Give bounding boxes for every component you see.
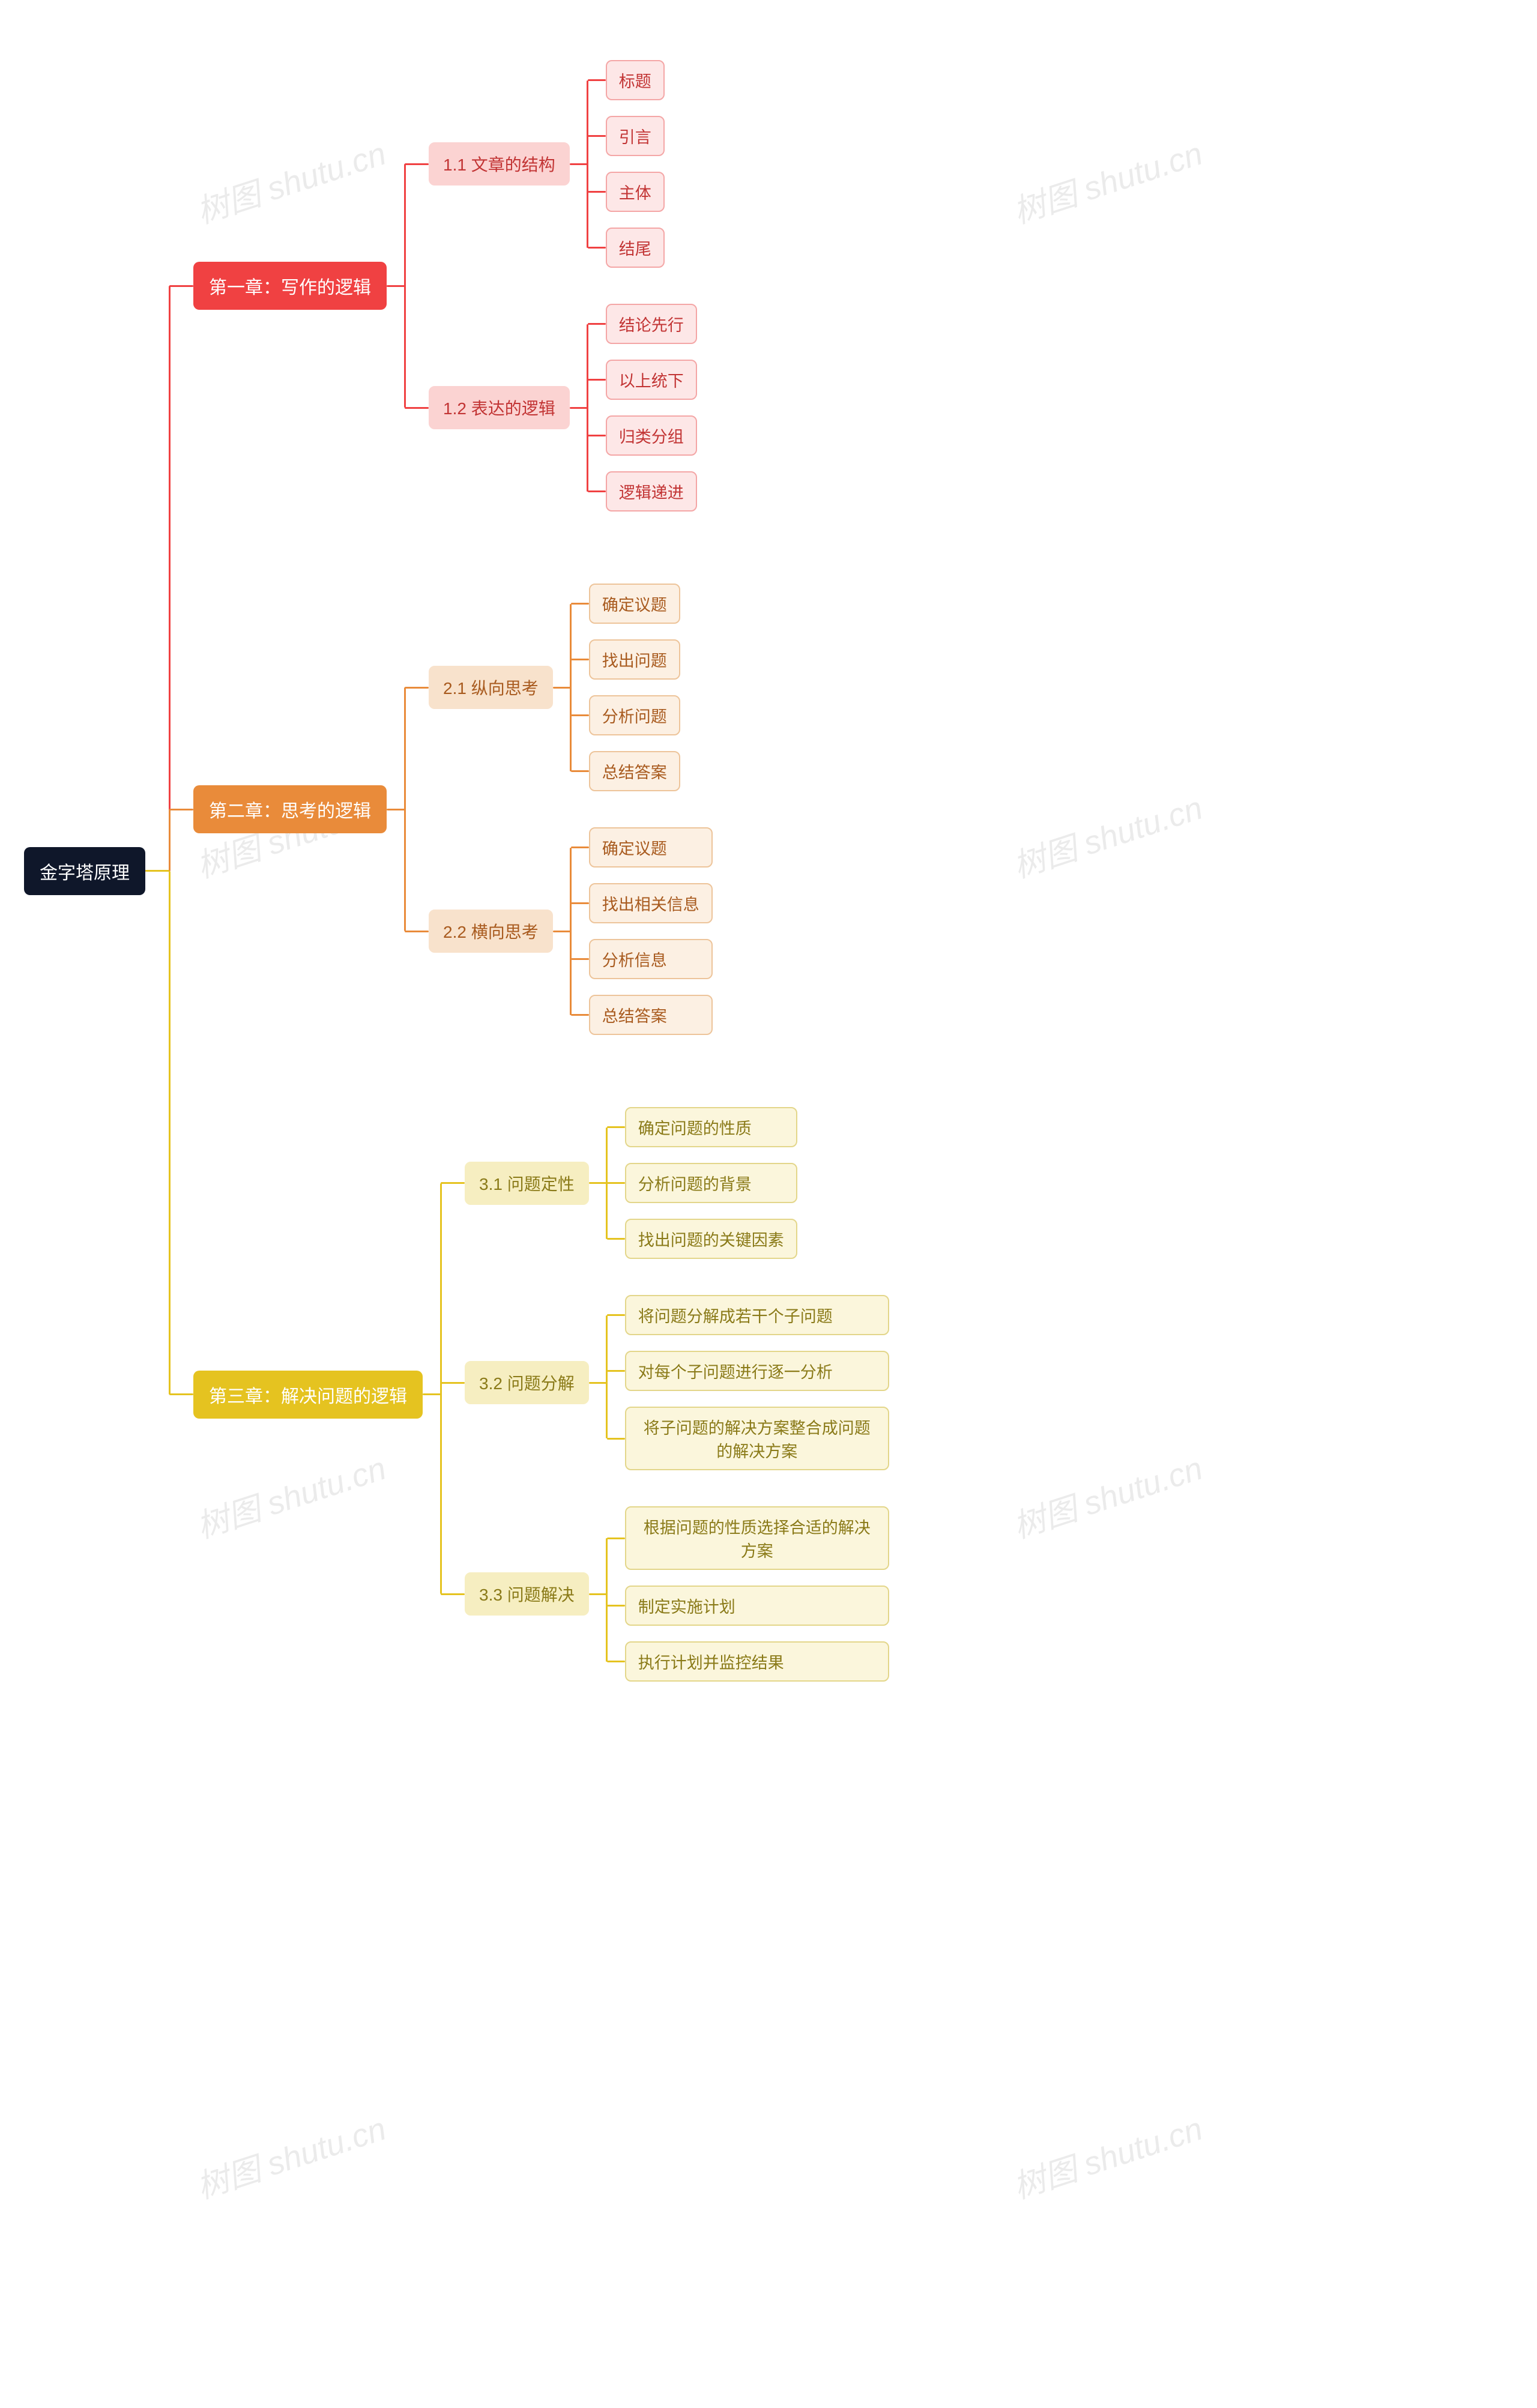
section-node[interactable]: 1.1 文章的结构 <box>429 142 570 186</box>
leaf-node[interactable]: 分析问题的背景 <box>625 1163 797 1203</box>
root-node[interactable]: 金字塔原理 <box>24 847 145 895</box>
connector <box>145 870 169 872</box>
section-node[interactable]: 2.2 横向思考 <box>429 910 553 953</box>
watermark: 树图 shutu.cn <box>190 2102 391 2207</box>
leaf-node[interactable]: 制定实施计划 <box>625 1586 889 1626</box>
section-node[interactable]: 3.3 问题解决 <box>465 1572 589 1616</box>
connector <box>169 809 171 871</box>
leaf-node[interactable]: 结论先行 <box>606 304 697 344</box>
leaf-node[interactable]: 找出问题的关键因素 <box>625 1219 797 1259</box>
section-node[interactable]: 1.2 表达的逻辑 <box>429 386 570 429</box>
chapter-node[interactable]: 第二章：思考的逻辑 <box>193 785 387 833</box>
leaf-node[interactable]: 标题 <box>606 60 665 100</box>
leaf-node[interactable]: 将子问题的解决方案整合成问题的解决方案 <box>625 1407 889 1470</box>
leaf-node[interactable]: 执行计划并监控结果 <box>625 1641 889 1682</box>
leaf-node[interactable]: 总结答案 <box>589 995 713 1035</box>
connector <box>169 286 171 871</box>
section-node[interactable]: 3.2 问题分解 <box>465 1361 589 1404</box>
leaf-node[interactable]: 根据问题的性质选择合适的解决方案 <box>625 1506 889 1570</box>
connector <box>169 1393 193 1395</box>
leaf-node[interactable]: 分析信息 <box>589 939 713 979</box>
leaf-node[interactable]: 引言 <box>606 116 665 156</box>
leaf-node[interactable]: 以上统下 <box>606 360 697 400</box>
leaf-node[interactable]: 分析问题 <box>589 695 680 735</box>
leaf-node[interactable]: 确定议题 <box>589 827 713 868</box>
connector <box>169 809 193 810</box>
leaf-node[interactable]: 确定议题 <box>589 584 680 624</box>
chapter-node[interactable]: 第三章：解决问题的逻辑 <box>193 1371 423 1419</box>
chapter-node[interactable]: 第一章：写作的逻辑 <box>193 262 387 310</box>
leaf-node[interactable]: 归类分组 <box>606 415 697 456</box>
leaf-node[interactable]: 找出相关信息 <box>589 883 713 923</box>
leaf-node[interactable]: 主体 <box>606 172 665 212</box>
leaf-node[interactable]: 总结答案 <box>589 751 680 791</box>
leaf-node[interactable]: 确定问题的性质 <box>625 1107 797 1147</box>
section-node[interactable]: 3.1 问题定性 <box>465 1162 589 1205</box>
section-node[interactable]: 2.1 纵向思考 <box>429 666 553 709</box>
connector <box>169 871 171 1395</box>
leaf-node[interactable]: 找出问题 <box>589 639 680 680</box>
connector <box>169 285 193 287</box>
connector <box>145 870 169 872</box>
leaf-node[interactable]: 逻辑递进 <box>606 471 697 511</box>
connector <box>145 870 169 872</box>
watermark: 树图 shutu.cn <box>1006 2102 1208 2207</box>
leaf-node[interactable]: 将问题分解成若干个子问题 <box>625 1295 889 1335</box>
leaf-node[interactable]: 对每个子问题进行逐一分析 <box>625 1351 889 1391</box>
leaf-node[interactable]: 结尾 <box>606 228 665 268</box>
